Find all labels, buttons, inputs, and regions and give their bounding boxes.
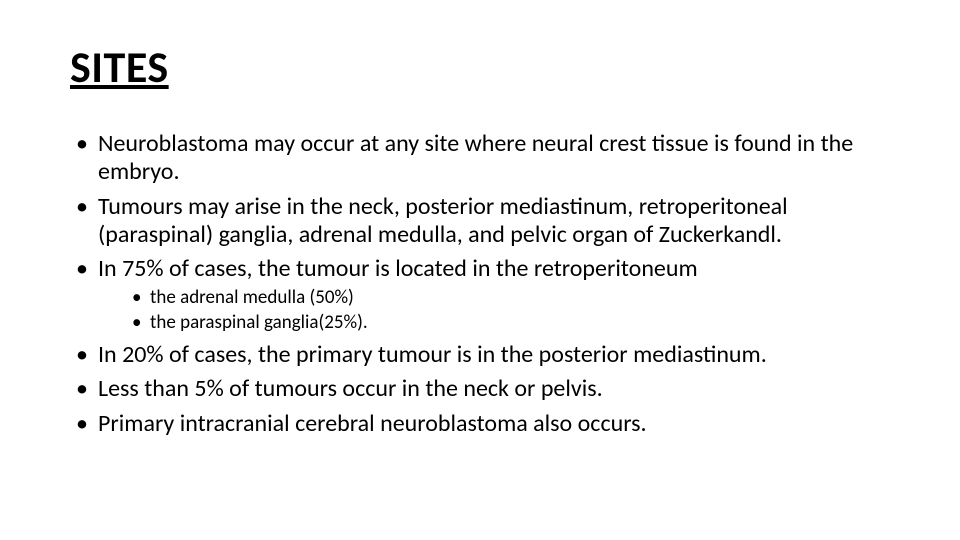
bullet-item: Less than 5% of tumours occur in the nec… bbox=[70, 375, 890, 403]
sub-bullet-list: the adrenal medulla (50%) the paraspinal… bbox=[98, 286, 890, 336]
bullet-text: Primary intracranial cerebral neuroblast… bbox=[98, 409, 647, 438]
bullet-text: In 75% of cases, the tumour is located i… bbox=[98, 254, 698, 283]
bullet-text: Tumours may arise in the neck, posterior… bbox=[98, 192, 788, 249]
slide: SITES Neuroblastoma may occur at any sit… bbox=[0, 0, 960, 540]
bullet-list: Neuroblastoma may occur at any site wher… bbox=[70, 130, 890, 438]
bullet-item: In 20% of cases, the primary tumour is i… bbox=[70, 341, 890, 369]
slide-title: SITES bbox=[70, 40, 890, 94]
sub-bullet-item: the adrenal medulla (50%) bbox=[130, 286, 890, 310]
bullet-item: In 75% of cases, the tumour is located i… bbox=[70, 255, 890, 335]
sub-bullet-text: the paraspinal ganglia(25%). bbox=[150, 311, 368, 334]
sub-bullet-item: the paraspinal ganglia(25%). bbox=[130, 311, 890, 335]
bullet-item: Tumours may arise in the neck, posterior… bbox=[70, 193, 890, 250]
bullet-item: Primary intracranial cerebral neuroblast… bbox=[70, 410, 890, 438]
bullet-text: Neuroblastoma may occur at any site wher… bbox=[98, 129, 853, 186]
bullet-text: In 20% of cases, the primary tumour is i… bbox=[98, 340, 767, 369]
sub-bullet-text: the adrenal medulla (50%) bbox=[150, 286, 354, 309]
bullet-text: Less than 5% of tumours occur in the nec… bbox=[98, 374, 603, 403]
bullet-item: Neuroblastoma may occur at any site wher… bbox=[70, 130, 890, 187]
